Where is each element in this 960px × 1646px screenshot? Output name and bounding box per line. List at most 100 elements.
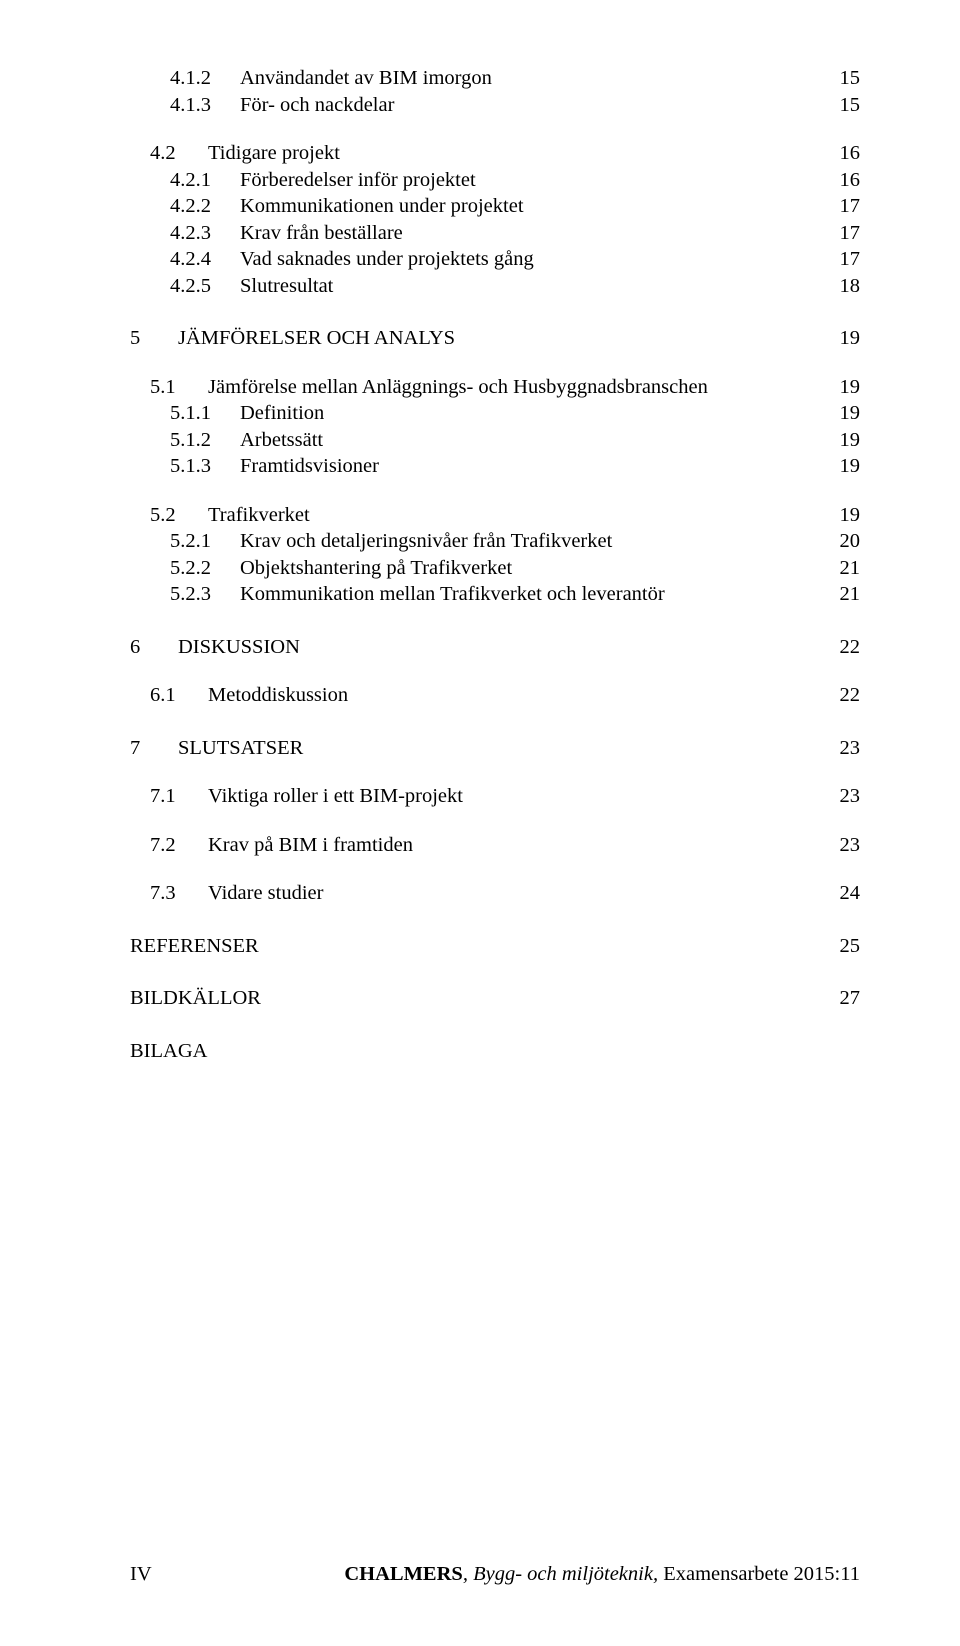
- toc-entry-number: 7: [130, 738, 178, 759]
- toc-entry: 4.1.3För- och nackdelar 15: [130, 95, 860, 116]
- toc-entry: 5JÄMFÖRELSER OCH ANALYS19: [130, 328, 860, 349]
- toc-entry-number: 5.1: [150, 377, 208, 398]
- toc-entry-left: 4.2.4Vad saknades under projektets gång: [170, 249, 534, 270]
- toc-entry-number: 5.2.3: [170, 584, 240, 605]
- toc-entry-left: 4.2.2Kommunikationen under projektet: [170, 196, 524, 217]
- toc-entry-page: 19: [840, 456, 861, 477]
- toc-entry-number: 4.2.4: [170, 249, 240, 270]
- footer-citation-plain: Examensarbete 2015:11: [658, 1563, 860, 1585]
- toc-entry-title: DISKUSSION: [178, 637, 300, 658]
- toc-entry: REFERENSER 25: [130, 936, 860, 957]
- toc-entry-left: 4.1.3För- och nackdelar: [170, 95, 394, 116]
- toc-entry-page: 15: [840, 68, 861, 89]
- toc-entry-title: Vidare studier: [208, 883, 323, 904]
- toc-entry-number: 7.3: [150, 883, 208, 904]
- toc-entry-title: Slutresultat: [240, 276, 333, 297]
- toc-entry-left: 4.2Tidigare projekt: [150, 143, 340, 164]
- toc-entry-page: 21: [840, 558, 861, 579]
- toc-entry: 7.1Viktiga roller i ett BIM-projekt 23: [130, 786, 860, 807]
- toc-entry: 7.2Krav på BIM i framtiden 23: [130, 835, 860, 856]
- footer-citation-italic: , Bygg- och miljöteknik,: [463, 1563, 658, 1585]
- toc-entry-left: 4.2.5Slutresultat: [170, 276, 333, 297]
- toc-entry-number: 4.1.2: [170, 68, 240, 89]
- toc-entry-left: 5.2.1Krav och detaljeringsnivåer från Tr…: [170, 531, 612, 552]
- toc-entry-left: 5.2.2Objektshantering på Trafikverket: [170, 558, 512, 579]
- toc-entry-title: BILDKÄLLOR: [130, 988, 261, 1009]
- toc-entry-title: Krav från beställare: [240, 223, 403, 244]
- toc-entry-number: 5.1.3: [170, 456, 240, 477]
- toc-entry-left: 5.2.3Kommunikation mellan Trafikverket o…: [170, 584, 665, 605]
- toc-entry-left: 4.2.3Krav från beställare: [170, 223, 403, 244]
- toc-entry-left: 6.1Metoddiskussion: [150, 685, 348, 706]
- toc-entry: 5.2.3Kommunikation mellan Trafikverket o…: [130, 584, 860, 605]
- toc-entry-number: 5.2: [150, 505, 208, 526]
- toc-entry-title: Objektshantering på Trafikverket: [240, 558, 512, 579]
- toc-entry-page: 22: [840, 685, 861, 706]
- footer-citation: CHALMERS, Bygg- och miljöteknik, Examens…: [344, 1563, 860, 1586]
- toc-entry-left: BILDKÄLLOR: [130, 988, 261, 1009]
- toc-entry-title: REFERENSER: [130, 936, 259, 957]
- toc-entry: 5.2.2Objektshantering på Trafikverket 21: [130, 558, 860, 579]
- toc-entry-page: 27: [840, 988, 861, 1009]
- toc-entry: 6DISKUSSION 22: [130, 637, 860, 658]
- toc-entry-left: 7.1Viktiga roller i ett BIM-projekt: [150, 786, 463, 807]
- toc-entry-page: 21: [840, 584, 861, 605]
- toc-entry-title: Framtidsvisioner: [240, 456, 379, 477]
- toc-entry-page: 19: [840, 505, 861, 526]
- toc-entry-number: 4.2.2: [170, 196, 240, 217]
- toc-entry-left: 7.2Krav på BIM i framtiden: [150, 835, 413, 856]
- toc-entry-page: 19: [840, 430, 861, 451]
- toc-entry-left: 6DISKUSSION: [130, 637, 300, 658]
- toc-entry-title: Användandet av BIM imorgon: [240, 68, 492, 89]
- toc-entry-title: Kommunikationen under projektet: [240, 196, 524, 217]
- toc-entry-title: Arbetssätt: [240, 430, 323, 451]
- toc-entry-left: 5.1.1Definition: [170, 403, 324, 424]
- document-page: 4.1.2Användandet av BIM imorgon154.1.3Fö…: [0, 0, 960, 1646]
- toc-entry-title: SLUTSATSER: [178, 738, 303, 759]
- toc-entry-number: 6.1: [150, 685, 208, 706]
- toc-entry: 5.1Jämförelse mellan Anläggnings- och Hu…: [130, 377, 860, 398]
- toc-entry: 4.2.1Förberedelser inför projektet16: [130, 170, 860, 191]
- toc-entry-page: 23: [840, 835, 861, 856]
- toc-entry-title: Jämförelse mellan Anläggnings- och Husby…: [208, 377, 708, 398]
- toc-entry-number: 4.2.1: [170, 170, 240, 191]
- toc-entry-left: 4.1.2Användandet av BIM imorgon: [170, 68, 492, 89]
- toc-entry-left: 4.2.1Förberedelser inför projektet: [170, 170, 476, 191]
- toc-entry-number: 7.2: [150, 835, 208, 856]
- toc-entry-page: 25: [840, 936, 861, 957]
- toc-entry-title: Krav på BIM i framtiden: [208, 835, 413, 856]
- toc-entry-page: 17: [840, 196, 861, 217]
- toc-entry-left: REFERENSER: [130, 936, 259, 957]
- toc-entry: 7.3Vidare studier24: [130, 883, 860, 904]
- toc-entry: 4.2.5Slutresultat18: [130, 276, 860, 297]
- toc-entry-title: Definition: [240, 403, 324, 424]
- toc-entry: 4.2.4Vad saknades under projektets gång 1…: [130, 249, 860, 270]
- toc-entry-page: 22: [840, 637, 861, 658]
- toc-entry-title: Kommunikation mellan Trafikverket och le…: [240, 584, 665, 605]
- toc-entry-page: 15: [840, 95, 861, 116]
- toc-entry: 5.1.2Arbetssätt 19: [130, 430, 860, 451]
- table-of-contents: 4.1.2Användandet av BIM imorgon154.1.3Fö…: [130, 68, 860, 1061]
- footer-page-number: IV: [130, 1563, 152, 1586]
- toc-entry-left: 5.1.2Arbetssätt: [170, 430, 323, 451]
- toc-entry-title: Tidigare projekt: [208, 143, 340, 164]
- toc-entry: BILAGA: [130, 1041, 860, 1062]
- toc-entry-title: För- och nackdelar: [240, 95, 394, 116]
- toc-entry-title: Krav och detaljeringsnivåer från Trafikv…: [240, 531, 612, 552]
- toc-entry-page: 17: [840, 249, 861, 270]
- toc-entry-number: 7.1: [150, 786, 208, 807]
- footer-citation-bold: CHALMERS: [344, 1563, 462, 1585]
- toc-entry-left: 7.3Vidare studier: [150, 883, 323, 904]
- toc-entry: 6.1Metoddiskussion 22: [130, 685, 860, 706]
- toc-entry-left: BILAGA: [130, 1041, 207, 1062]
- toc-entry-page: 23: [840, 786, 861, 807]
- toc-entry-left: 5.2Trafikverket: [150, 505, 310, 526]
- toc-entry-page: 23: [840, 738, 861, 759]
- toc-entry-left: 5.1Jämförelse mellan Anläggnings- och Hu…: [150, 377, 708, 398]
- toc-entry-left: 5.1.3Framtidsvisioner: [170, 456, 379, 477]
- toc-entry: 5.2Trafikverket 19: [130, 505, 860, 526]
- toc-entry-page: 20: [840, 531, 861, 552]
- toc-entry-title: Vad saknades under projektets gång: [240, 249, 534, 270]
- toc-entry-title: Förberedelser inför projektet: [240, 170, 476, 191]
- toc-entry: 4.2.2Kommunikationen under projektet 17: [130, 196, 860, 217]
